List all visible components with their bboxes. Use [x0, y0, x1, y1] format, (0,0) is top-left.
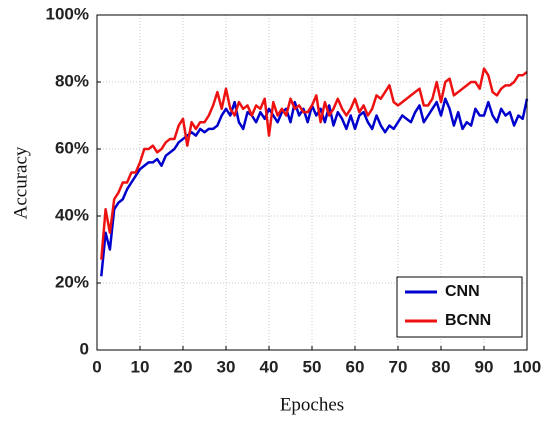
x-tick-label: 20	[174, 357, 193, 376]
series-line	[100, 67, 528, 260]
y-tick-label: 80%	[55, 71, 89, 90]
y-tick-label: 40%	[55, 205, 89, 224]
x-tick-label: 0	[92, 357, 101, 376]
y-axis-label: Accuracy	[10, 146, 31, 219]
x-tick-label: 50	[303, 357, 322, 376]
legend: CNN BCNN	[396, 276, 523, 338]
legend-label: CNN	[445, 283, 480, 300]
series-line	[100, 97, 529, 277]
x-tick-label: 60	[346, 357, 365, 376]
x-tick-label: 90	[475, 357, 494, 376]
lines	[100, 67, 529, 277]
legend-label: BCNN	[445, 312, 491, 329]
x-axis-label: Epoches	[280, 394, 344, 415]
x-tick-label: 100	[513, 357, 541, 376]
x-tick-label: 70	[389, 357, 408, 376]
y-tick-label: 20%	[55, 272, 89, 291]
x-tick-label: 30	[217, 357, 236, 376]
x-tick-label: 40	[260, 357, 279, 376]
y-tick-label: 0	[80, 339, 89, 358]
y-tick-label: 100%	[46, 4, 89, 23]
legend-box	[396, 276, 523, 338]
y-tick-label: 60%	[55, 138, 89, 157]
x-tick-label: 10	[131, 357, 150, 376]
x-tick-label: 80	[432, 357, 451, 376]
